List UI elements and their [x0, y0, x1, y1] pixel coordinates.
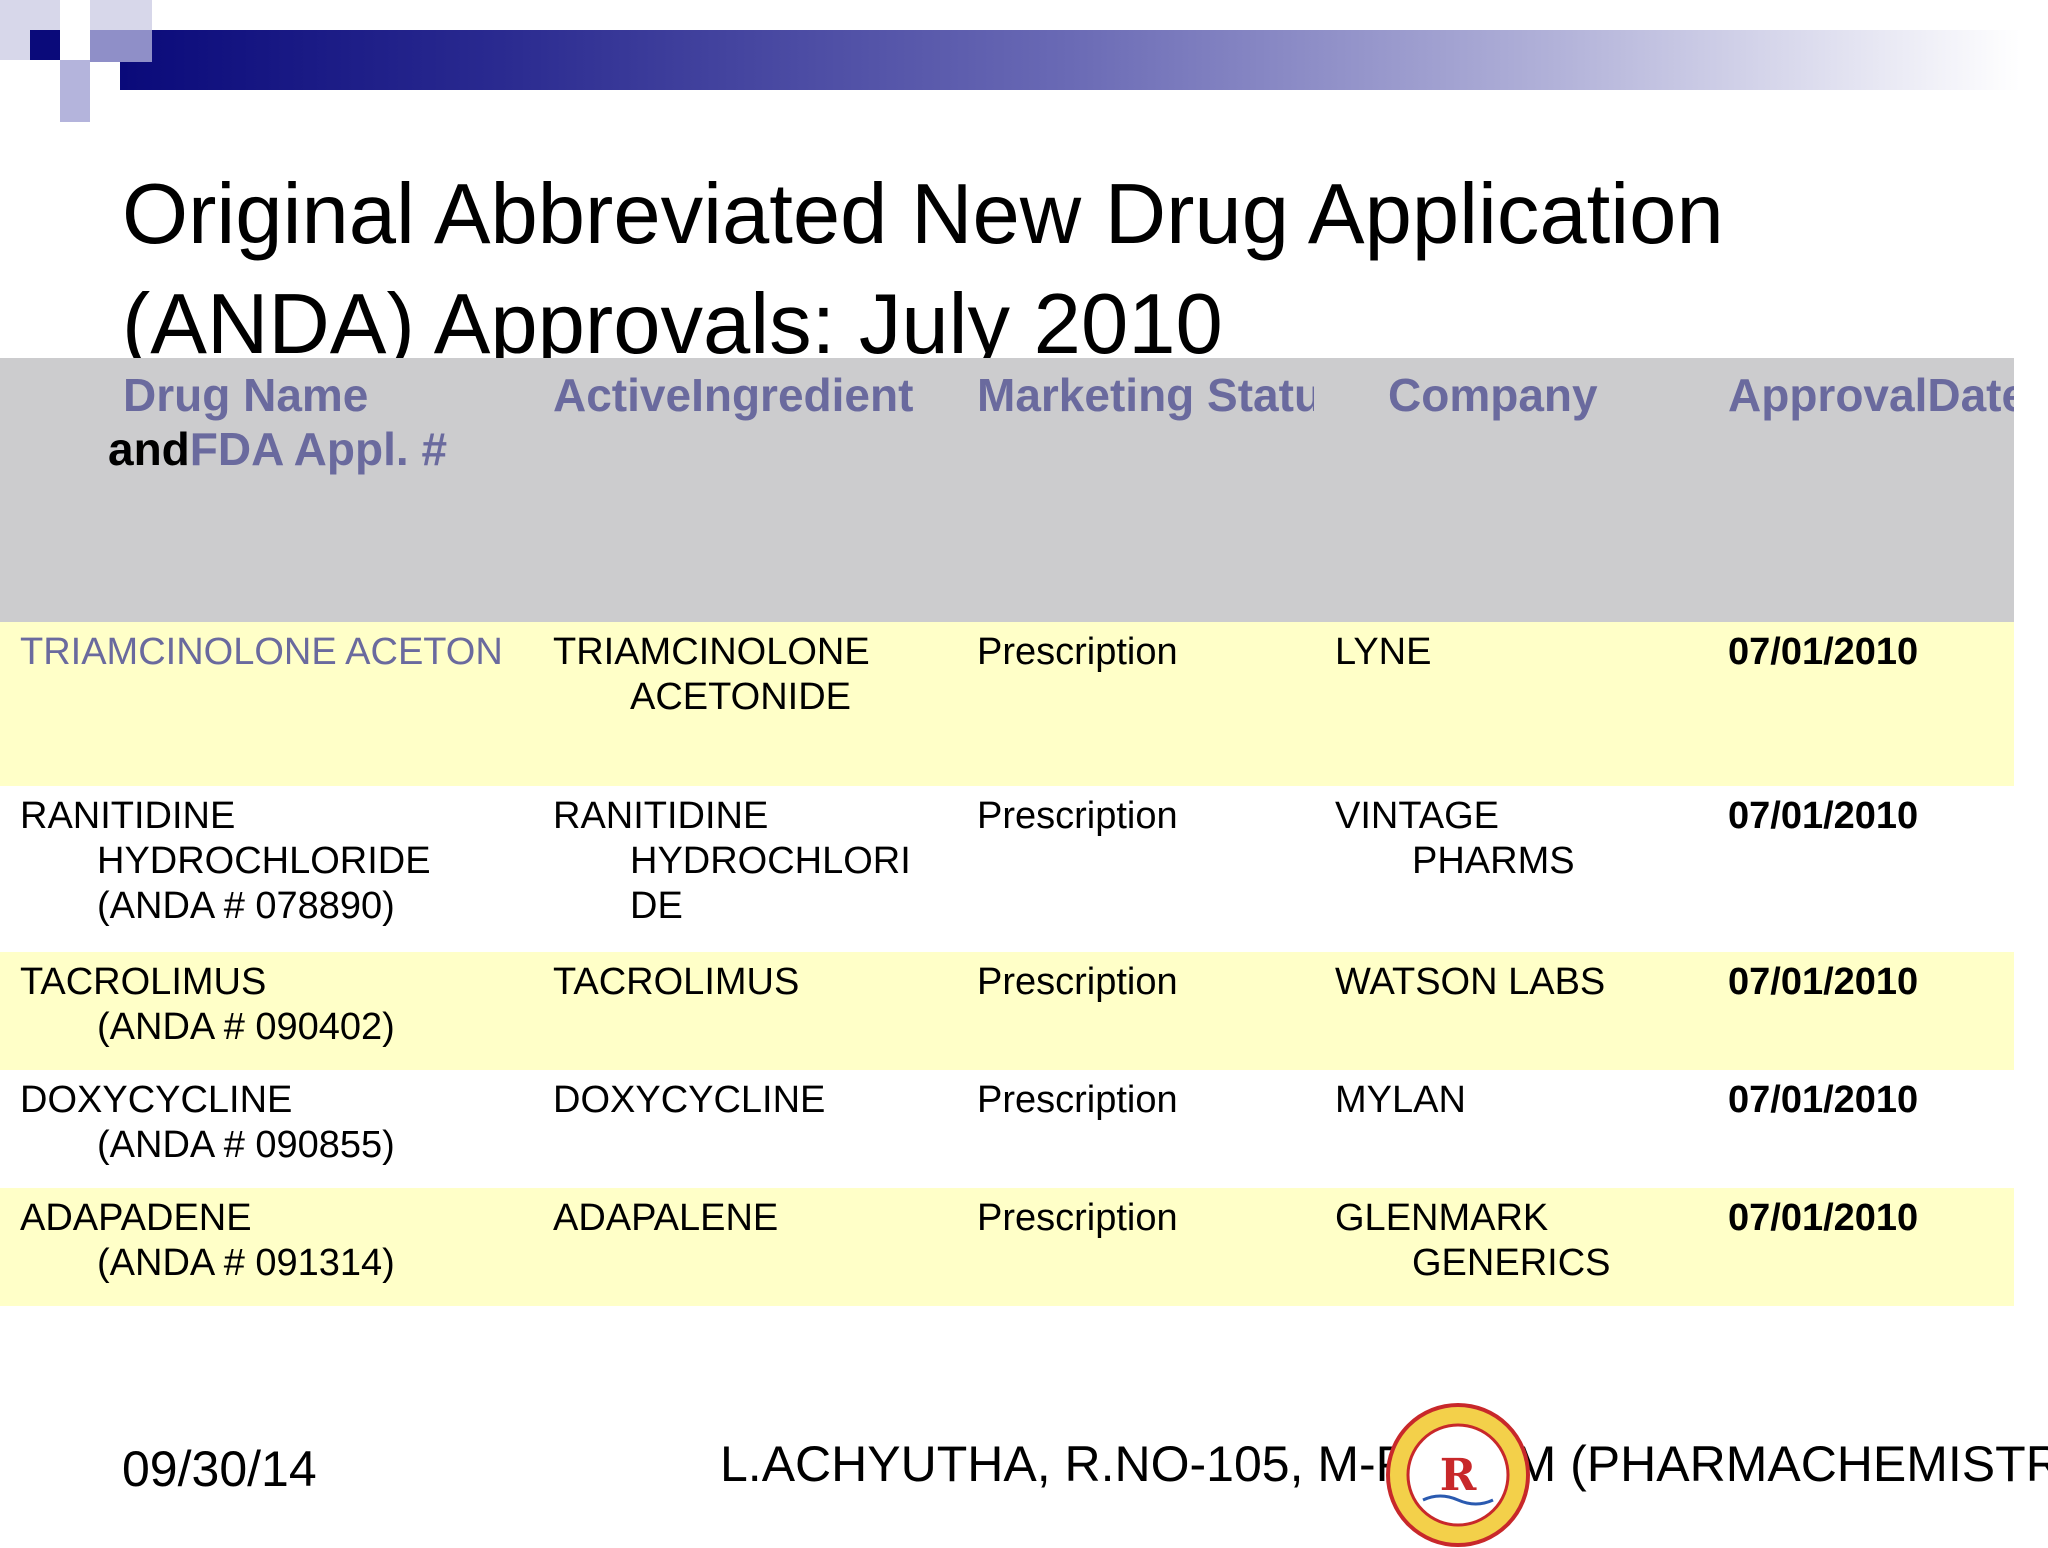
- cell-ingredient: DOXYCYCLINE: [553, 1078, 825, 1123]
- table-row: TRIAMCINOLONE ACETON TRIAMCINOLONE ACETONI…: [0, 622, 2014, 786]
- cell-line: ACETONIDE: [630, 676, 852, 718]
- cell-line: 07/01/2010: [1728, 1079, 1919, 1121]
- decor-square: [90, 30, 152, 62]
- cell-company: WATSON LABS: [1335, 960, 1605, 1005]
- cell-line: 07/01/2010: [1728, 961, 1919, 1003]
- cell-line: DE: [630, 885, 683, 927]
- cell-date: 07/01/2010: [1728, 960, 1918, 1005]
- cell-drug: ADAPADENE (ANDA # 091314): [20, 1196, 395, 1286]
- cell-company: LYNE: [1335, 630, 1431, 675]
- cell-line: ADAPALENE: [553, 1197, 779, 1239]
- footer-date: 09/30/14: [122, 1441, 317, 1497]
- cell-line: Prescription: [977, 1079, 1178, 1121]
- table-row: RANITIDINE HYDROCHLORIDE (ANDA # 078890) RA…: [0, 786, 2014, 952]
- cell-line: VINTAGE: [1335, 795, 1499, 837]
- cell-line: 07/01/2010: [1728, 795, 1919, 837]
- footer-author: L.ACHYUTHA, R.NO-105, M-PHARM (PHARMACHE…: [720, 1436, 2048, 1492]
- cell-line: (ANDA # 078890): [97, 885, 395, 927]
- cell-line: Prescription: [977, 1197, 1178, 1239]
- cell-status: Prescription: [977, 960, 1178, 1005]
- cell-line: ADAPADENE: [20, 1197, 252, 1239]
- decor-square: [60, 60, 90, 90]
- cell-drug: RANITIDINE HYDROCHLORIDE (ANDA # 078890): [20, 794, 431, 929]
- cell-line: (ANDA # 090855): [97, 1124, 395, 1166]
- cell-line: TRIAMCINOLONE ACETON: [20, 631, 503, 673]
- cell-ingredient: RANITIDINE HYDROCHLORI DE: [553, 794, 911, 929]
- approvals-table: Drug Name andFDA Appl. # ActiveIngredien…: [0, 358, 2014, 1306]
- cell-line: RANITIDINE: [553, 795, 769, 837]
- header-drug-name: Drug Name andFDA Appl. #: [108, 368, 528, 476]
- header-marketing-status: Marketing Status: [977, 369, 1314, 421]
- cell-drug: TRIAMCINOLONE ACETON: [20, 630, 503, 675]
- cell-company: MYLAN: [1335, 1078, 1466, 1123]
- cell-company: GLENMARK GENERICS: [1335, 1196, 1610, 1286]
- cell-status: Prescription: [977, 630, 1178, 675]
- cell-date: 07/01/2010: [1728, 794, 1918, 839]
- cell-date: 07/01/2010: [1728, 1196, 1918, 1241]
- cell-ingredient: ADAPALENE: [553, 1196, 778, 1241]
- slide-title: Original Abbreviated New Drug Applicatio…: [122, 167, 1724, 372]
- cell-line: 07/01/2010: [1728, 1197, 1919, 1239]
- gradient-bar: [120, 30, 2020, 90]
- cell-line: (ANDA # 091314): [97, 1242, 395, 1284]
- table-row: ADAPADENE (ANDA # 091314) ADAPALENE Prescri…: [0, 1188, 2014, 1306]
- table-row: TACROLIMUS (ANDA # 090402) TACROLIMUS Presc…: [0, 952, 2014, 1070]
- cell-line: DOXYCYCLINE: [553, 1079, 826, 1121]
- cell-line: LYNE: [1335, 631, 1432, 673]
- cell-status: Prescription: [977, 1078, 1178, 1123]
- cell-line: Prescription: [977, 795, 1178, 837]
- cell-line: (ANDA # 090402): [97, 1006, 395, 1048]
- college-seal-logo: R: [1386, 1403, 1530, 1547]
- cell-line: HYDROCHLORIDE: [97, 840, 431, 882]
- cell-line: PHARMS: [1412, 840, 1575, 882]
- cell-line: DOXYCYCLINE: [20, 1079, 293, 1121]
- table-header: Drug Name andFDA Appl. # ActiveIngredien…: [0, 358, 2014, 622]
- cell-line: 07/01/2010: [1728, 631, 1919, 673]
- cell-line: Prescription: [977, 631, 1178, 673]
- cell-line: Prescription: [977, 961, 1178, 1003]
- header-company: Company: [1388, 369, 1598, 421]
- cell-status: Prescription: [977, 794, 1178, 839]
- cell-line: HYDROCHLORI: [630, 840, 911, 882]
- cell-date: 07/01/2010: [1728, 1078, 1918, 1123]
- cell-line: RANITIDINE: [20, 795, 236, 837]
- cell-line: MYLAN: [1335, 1079, 1466, 1121]
- cell-ingredient: TACROLIMUS: [553, 960, 799, 1005]
- cell-line: WATSON LABS: [1335, 961, 1606, 1003]
- cell-line: GENERICS: [1412, 1242, 1611, 1284]
- cell-line: TACROLIMUS: [553, 961, 800, 1003]
- header-drug-name-label: Drug Name: [123, 369, 369, 421]
- cell-status: Prescription: [977, 1196, 1178, 1241]
- cell-date: 07/01/2010: [1728, 630, 1918, 675]
- decor-square: [60, 90, 90, 122]
- table-body: TRIAMCINOLONE ACETON TRIAMCINOLONE ACETONI…: [0, 622, 2014, 1306]
- cell-company: VINTAGE PHARMS: [1335, 794, 1575, 884]
- header-approval-date: ApprovalDate: [1728, 369, 2014, 421]
- svg-text:R: R: [1440, 1450, 1477, 1501]
- header-drug-and-label: and: [108, 423, 190, 475]
- cell-line: GLENMARK: [1335, 1197, 1549, 1239]
- cell-ingredient: TRIAMCINOLONE ACETONIDE: [553, 630, 870, 720]
- table-row: DOXYCYCLINE (ANDA # 090855) DOXYCYCLINE Pre…: [0, 1070, 2014, 1188]
- cell-drug: TACROLIMUS (ANDA # 090402): [20, 960, 395, 1050]
- cell-drug: DOXYCYCLINE (ANDA # 090855): [20, 1078, 395, 1168]
- header-drug-fda-label: FDA Appl. #: [189, 423, 448, 475]
- cell-line: TACROLIMUS: [20, 961, 267, 1003]
- cell-line: TRIAMCINOLONE: [553, 631, 870, 673]
- header-active-ingredient: ActiveIngredient: [553, 369, 914, 421]
- decor-square: [30, 30, 60, 60]
